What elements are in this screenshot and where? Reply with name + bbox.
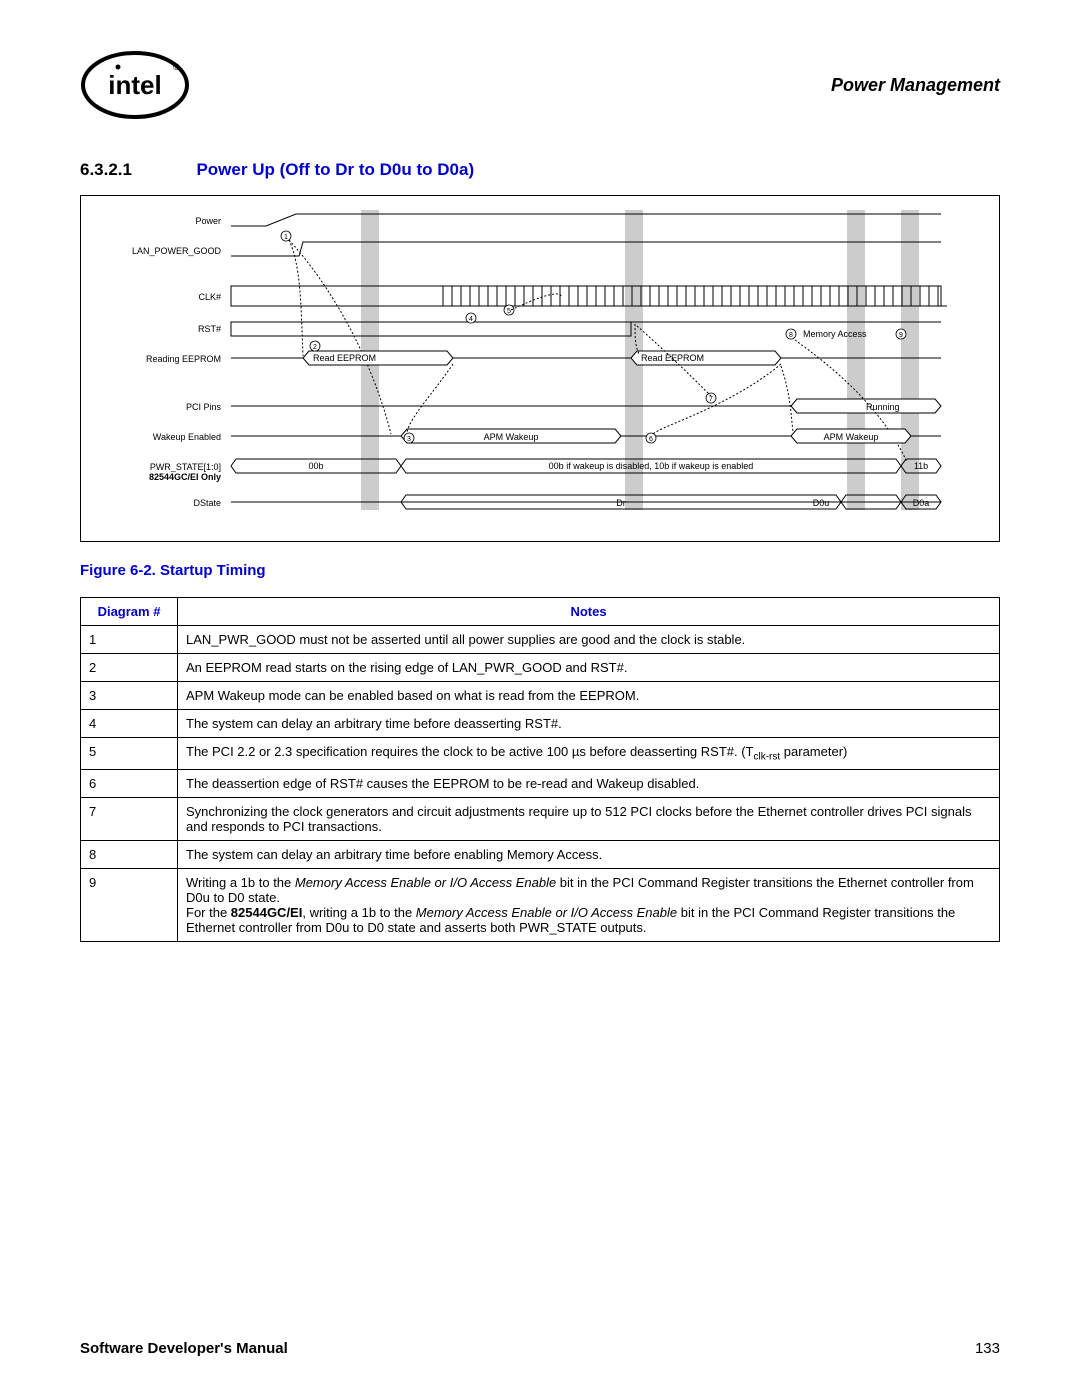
- svg-text:7: 7: [709, 396, 713, 403]
- svg-text:Memory Access: Memory Access: [803, 329, 867, 339]
- svg-text:APM Wakeup: APM Wakeup: [484, 432, 539, 442]
- page-footer: Software Developer's Manual 133: [80, 1340, 1000, 1357]
- col-notes: Notes: [178, 598, 1000, 626]
- section-heading: 6.3.2.1 Power Up (Off to Dr to D0u to D0…: [80, 160, 1000, 180]
- svg-text:6: 6: [649, 436, 653, 443]
- svg-text:D0u: D0u: [813, 498, 830, 508]
- cell-diagram-num: 1: [81, 626, 178, 654]
- cell-note: The PCI 2.2 or 2.3 specification require…: [178, 738, 1000, 770]
- page-header: intel ® Power Management: [80, 50, 1000, 120]
- table-row: 8The system can delay an arbitrary time …: [81, 840, 1000, 868]
- svg-text:CLK#: CLK#: [198, 292, 221, 302]
- page-number: 133: [975, 1340, 1000, 1357]
- svg-text:intel: intel: [108, 70, 161, 100]
- table-row: 4The system can delay an arbitrary time …: [81, 710, 1000, 738]
- cell-diagram-num: 5: [81, 738, 178, 770]
- svg-text:D0a: D0a: [913, 498, 930, 508]
- cell-diagram-num: 6: [81, 769, 178, 797]
- section-title: Power Up (Off to Dr to D0u to D0a): [196, 160, 474, 179]
- svg-text:RST#: RST#: [198, 324, 221, 334]
- page: intel ® Power Management 6.3.2.1 Power U…: [0, 0, 1080, 1397]
- svg-text:Dr: Dr: [616, 498, 626, 508]
- svg-text:Reading EEPROM: Reading EEPROM: [146, 354, 221, 364]
- svg-text:3: 3: [407, 436, 411, 443]
- cell-diagram-num: 4: [81, 710, 178, 738]
- cell-note: LAN_PWR_GOOD must not be asserted until …: [178, 626, 1000, 654]
- cell-note: APM Wakeup mode can be enabled based on …: [178, 682, 1000, 710]
- svg-text:DState: DState: [193, 498, 221, 508]
- svg-text:11b: 11b: [914, 461, 928, 471]
- cell-note: The system can delay an arbitrary time b…: [178, 710, 1000, 738]
- cell-note: The deassertion edge of RST# causes the …: [178, 769, 1000, 797]
- cell-note: An EEPROM read starts on the rising edge…: [178, 654, 1000, 682]
- svg-text:®: ®: [173, 62, 180, 72]
- svg-text:82544GC/EI Only: 82544GC/EI Only: [149, 472, 221, 482]
- svg-text:2: 2: [313, 344, 317, 351]
- section-number: 6.3.2.1: [80, 160, 132, 179]
- svg-text:Read EEPROM: Read EEPROM: [313, 353, 376, 363]
- timing-diagram: Power LAN_POWER_GOOD CLK# RST# Reading EEPRO…: [80, 195, 1000, 542]
- col-diagram-num: Diagram #: [81, 598, 178, 626]
- svg-text:Wakeup Enabled: Wakeup Enabled: [153, 432, 221, 442]
- cell-diagram-num: 9: [81, 868, 178, 941]
- table-row: 6The deassertion edge of RST# causes the…: [81, 769, 1000, 797]
- svg-text:00b: 00b: [308, 461, 323, 471]
- cell-note: The system can delay an arbitrary time b…: [178, 840, 1000, 868]
- cell-diagram-num: 7: [81, 797, 178, 840]
- svg-text:PCI Pins: PCI Pins: [186, 402, 222, 412]
- cell-note: Synchronizing the clock generators and c…: [178, 797, 1000, 840]
- cell-diagram-num: 8: [81, 840, 178, 868]
- svg-text:5: 5: [507, 308, 511, 315]
- svg-text:9: 9: [899, 332, 903, 339]
- table-row: 3APM Wakeup mode can be enabled based on…: [81, 682, 1000, 710]
- table-row: 2An EEPROM read starts on the rising edg…: [81, 654, 1000, 682]
- notes-table: Diagram # Notes 1LAN_PWR_GOOD must not b…: [80, 597, 1000, 942]
- svg-text:LAN_POWER_GOOD: LAN_POWER_GOOD: [132, 246, 222, 256]
- chapter-title: Power Management: [831, 75, 1000, 96]
- cell-note: Writing a 1b to the Memory Access Enable…: [178, 868, 1000, 941]
- svg-text:PWR_STATE[1:0]: PWR_STATE[1:0]: [150, 462, 221, 472]
- timing-svg: Power LAN_POWER_GOOD CLK# RST# Reading EEPRO…: [91, 206, 951, 526]
- table-row: 5The PCI 2.2 or 2.3 specification requir…: [81, 738, 1000, 770]
- svg-text:8: 8: [789, 332, 793, 339]
- cell-diagram-num: 3: [81, 682, 178, 710]
- intel-logo: intel ®: [80, 50, 190, 120]
- footer-manual-title: Software Developer's Manual: [80, 1340, 288, 1357]
- table-header-row: Diagram # Notes: [81, 598, 1000, 626]
- table-row: 7Synchronizing the clock generators and …: [81, 797, 1000, 840]
- svg-text:00b if wakeup is disabled, 10b: 00b if wakeup is disabled, 10b if wakeup…: [549, 461, 754, 471]
- table-row: 1LAN_PWR_GOOD must not be asserted until…: [81, 626, 1000, 654]
- figure-caption: Figure 6-2. Startup Timing: [80, 562, 1000, 579]
- svg-text:4: 4: [469, 316, 473, 323]
- svg-text:APM Wakeup: APM Wakeup: [824, 432, 879, 442]
- svg-text:1: 1: [284, 234, 288, 241]
- cell-diagram-num: 2: [81, 654, 178, 682]
- table-row: 9Writing a 1b to the Memory Access Enabl…: [81, 868, 1000, 941]
- svg-text:Read EEPROM: Read EEPROM: [641, 353, 704, 363]
- svg-text:Power: Power: [195, 216, 221, 226]
